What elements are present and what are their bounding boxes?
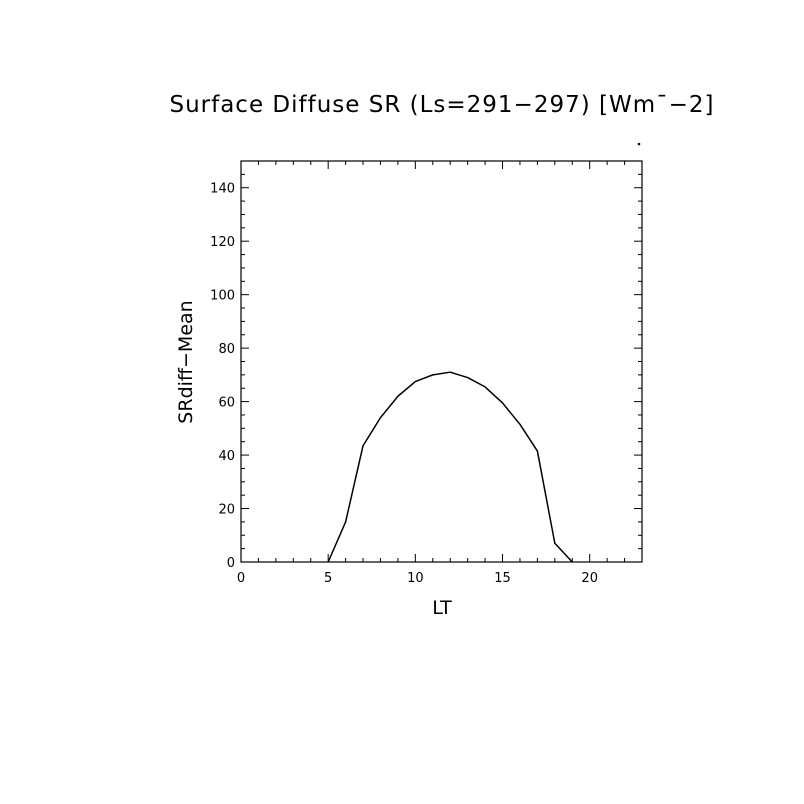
y-tick-label: 40 [218, 449, 235, 464]
y-tick-label: 60 [218, 396, 235, 411]
x-tick-label: 5 [324, 571, 332, 586]
y-tick-labels: 0 20 40 60 80 100 120 140 [210, 182, 235, 571]
x-axis-label: LT [432, 597, 452, 619]
series-line-1 [327, 371, 573, 563]
y-tick-label: 20 [218, 503, 235, 518]
y-tick-label: 140 [210, 182, 235, 197]
y-tick-label: 120 [210, 235, 235, 250]
x-tick-label: 10 [407, 571, 424, 586]
x-tick-labels: 0 5 10 15 20 [237, 571, 598, 586]
y-tick-label: 80 [218, 342, 235, 357]
plot-area [240, 160, 643, 563]
x-tick-label: 20 [581, 571, 598, 586]
series-group [327, 371, 573, 563]
plot-frame [240, 160, 643, 563]
y-tick-label: 0 [227, 556, 235, 571]
axis-ticks [240, 160, 643, 563]
corner-dot [637, 142, 641, 146]
y-axis-label: SRdiff−Mean [175, 300, 197, 423]
chart-title: Surface Diffuse SR (Ls=291−297) [Wm¯−2] [169, 92, 714, 118]
x-tick-label: 15 [494, 571, 511, 586]
x-tick-label: 0 [237, 571, 245, 586]
y-tick-label: 100 [210, 289, 235, 304]
